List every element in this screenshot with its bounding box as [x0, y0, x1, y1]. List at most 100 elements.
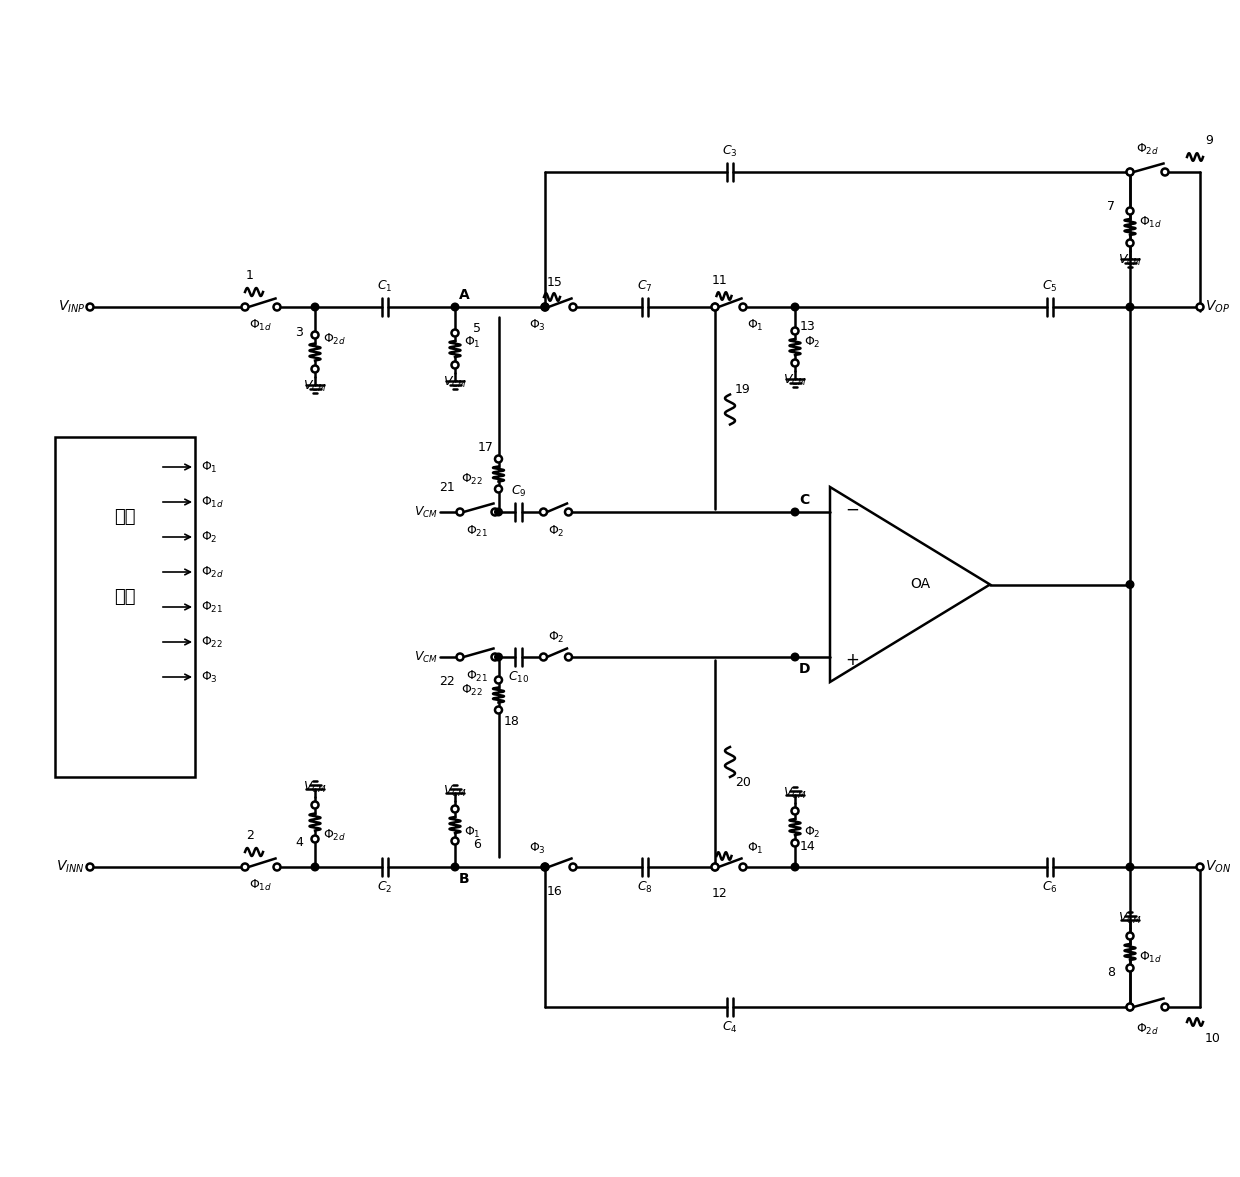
Circle shape: [1126, 1004, 1133, 1011]
Text: $C_5$: $C_5$: [1043, 279, 1058, 294]
Text: 5: 5: [472, 322, 481, 335]
Circle shape: [242, 864, 248, 871]
Circle shape: [311, 836, 319, 843]
Circle shape: [451, 805, 459, 812]
Text: $V_{CM}$: $V_{CM}$: [1118, 253, 1142, 268]
Text: $\Phi_1$: $\Phi_1$: [746, 840, 764, 856]
Circle shape: [451, 330, 459, 337]
Circle shape: [1126, 168, 1133, 175]
Circle shape: [1126, 304, 1133, 311]
Circle shape: [1162, 1004, 1168, 1011]
Circle shape: [565, 653, 572, 660]
Text: $\Phi_{2d}$: $\Phi_{2d}$: [201, 565, 224, 579]
Circle shape: [495, 706, 502, 713]
Text: 8: 8: [1107, 965, 1115, 978]
Circle shape: [791, 839, 799, 846]
Circle shape: [791, 508, 799, 516]
Circle shape: [1126, 580, 1133, 588]
Circle shape: [311, 304, 319, 311]
Text: 9: 9: [1205, 134, 1213, 147]
Circle shape: [539, 653, 547, 660]
Text: 4: 4: [295, 836, 303, 849]
Text: 19: 19: [735, 383, 750, 395]
Text: $C_{10}$: $C_{10}$: [508, 670, 529, 685]
Circle shape: [491, 508, 498, 516]
Text: 2: 2: [246, 829, 254, 842]
FancyBboxPatch shape: [55, 437, 195, 777]
Text: $C_6$: $C_6$: [1042, 880, 1058, 895]
Text: $-$: $-$: [844, 500, 859, 518]
Text: $\Phi_2$: $\Phi_2$: [548, 524, 564, 539]
Circle shape: [791, 359, 799, 366]
Text: 15: 15: [547, 275, 563, 290]
Text: 12: 12: [712, 887, 728, 900]
Circle shape: [539, 508, 547, 516]
Text: $\Phi_{21}$: $\Phi_{21}$: [201, 599, 223, 614]
Circle shape: [87, 864, 93, 871]
Text: $\Phi_{2d}$: $\Phi_{2d}$: [322, 332, 346, 346]
Text: $\Phi_{2d}$: $\Phi_{2d}$: [322, 827, 346, 843]
Text: $\Phi_{1d}$: $\Phi_{1d}$: [1140, 950, 1162, 964]
Circle shape: [1126, 863, 1133, 871]
Circle shape: [311, 802, 319, 809]
Text: $C_8$: $C_8$: [637, 880, 653, 895]
Text: $\Phi_{1d}$: $\Phi_{1d}$: [1140, 214, 1162, 230]
Circle shape: [1126, 932, 1133, 939]
Circle shape: [1126, 964, 1133, 971]
Text: 7: 7: [1107, 200, 1115, 213]
Circle shape: [491, 653, 498, 660]
Text: $V_{CM}$: $V_{CM}$: [414, 650, 438, 665]
Circle shape: [451, 863, 459, 871]
Circle shape: [311, 863, 319, 871]
Text: $\Phi_{2d}$: $\Phi_{2d}$: [1136, 1022, 1159, 1037]
Text: 3: 3: [295, 326, 303, 339]
Text: $\Phi_2$: $\Phi_2$: [201, 530, 217, 545]
Circle shape: [311, 332, 319, 339]
Circle shape: [712, 863, 719, 871]
Text: $\Phi_{21}$: $\Phi_{21}$: [466, 524, 489, 539]
Text: $\Phi_{22}$: $\Phi_{22}$: [201, 634, 223, 650]
Circle shape: [274, 304, 280, 311]
Text: $\Phi_2$: $\Phi_2$: [804, 334, 821, 350]
Text: $\Phi_{1d}$: $\Phi_{1d}$: [249, 318, 273, 333]
Text: $V_{CM}$: $V_{CM}$: [443, 375, 467, 390]
Text: C: C: [799, 493, 810, 507]
Circle shape: [495, 677, 502, 684]
Text: B: B: [459, 872, 470, 886]
Text: $\Phi_{1d}$: $\Phi_{1d}$: [201, 494, 224, 510]
Text: 控制: 控制: [114, 508, 135, 526]
Text: 13: 13: [800, 320, 816, 333]
Circle shape: [712, 304, 719, 311]
Circle shape: [1197, 304, 1204, 311]
Text: $V_{CM}$: $V_{CM}$: [303, 379, 327, 394]
Text: 20: 20: [735, 776, 751, 789]
Circle shape: [274, 864, 280, 871]
Circle shape: [569, 864, 577, 871]
Text: $V_{INN}$: $V_{INN}$: [56, 859, 86, 876]
Text: $V_{ON}$: $V_{ON}$: [1205, 859, 1231, 876]
Circle shape: [495, 508, 502, 516]
Text: $\Phi_3$: $\Phi_3$: [528, 318, 546, 333]
Circle shape: [569, 304, 577, 311]
Text: $C_9$: $C_9$: [511, 484, 526, 499]
Text: 1: 1: [246, 270, 254, 282]
Text: $\Phi_{1d}$: $\Phi_{1d}$: [249, 878, 273, 893]
Text: 18: 18: [503, 714, 520, 729]
Circle shape: [451, 838, 459, 845]
Text: $\Phi_{2d}$: $\Phi_{2d}$: [1136, 142, 1159, 157]
Text: $\Phi_{22}$: $\Phi_{22}$: [461, 683, 484, 698]
Circle shape: [712, 304, 718, 311]
Circle shape: [1126, 207, 1133, 214]
Text: $V_{INP}$: $V_{INP}$: [57, 299, 86, 315]
Circle shape: [542, 864, 548, 871]
Text: $C_1$: $C_1$: [377, 279, 393, 294]
Circle shape: [791, 653, 799, 660]
Circle shape: [739, 304, 746, 311]
Circle shape: [791, 863, 799, 871]
Text: $V_{OP}$: $V_{OP}$: [1205, 299, 1230, 315]
Text: 22: 22: [439, 674, 455, 689]
Text: A: A: [459, 288, 470, 302]
Circle shape: [495, 653, 502, 660]
Text: $V_{CM}$: $V_{CM}$: [782, 373, 807, 388]
Circle shape: [1197, 864, 1204, 871]
